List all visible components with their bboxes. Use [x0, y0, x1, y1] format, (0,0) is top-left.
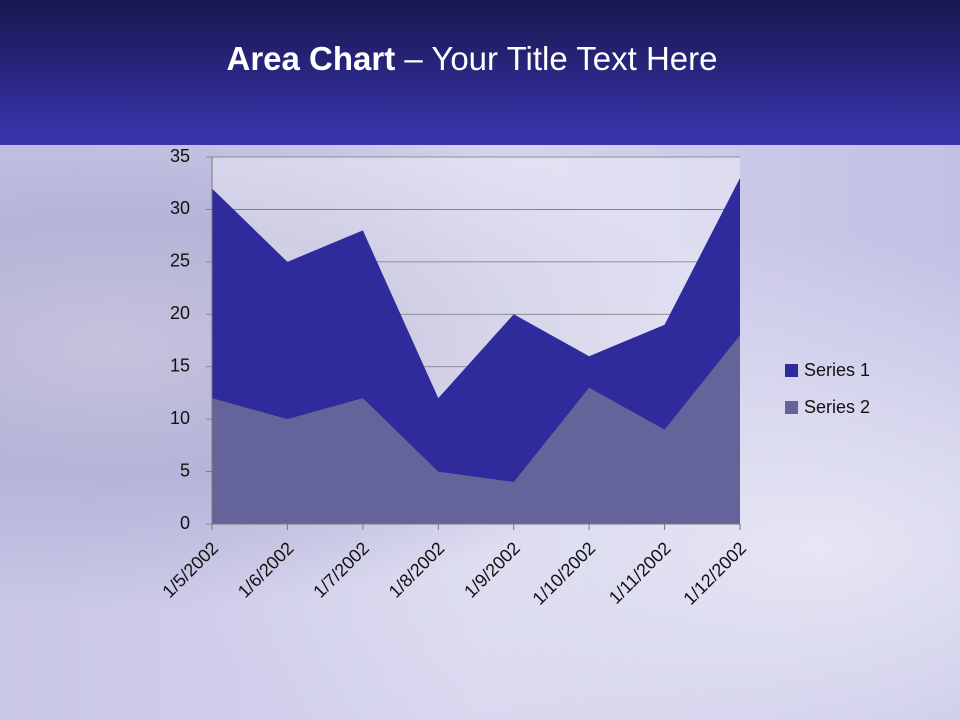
x-tick-label: 1/11/2002 — [605, 538, 675, 608]
x-tick-label: 1/8/2002 — [385, 538, 449, 602]
x-tick-label: 1/10/2002 — [529, 538, 600, 609]
y-tick-label: 20 — [170, 303, 190, 323]
legend-swatch — [785, 364, 798, 377]
y-tick-label: 10 — [170, 408, 190, 428]
y-tick-label: 30 — [170, 198, 190, 218]
header — [0, 0, 960, 145]
legend-label: Series 2 — [804, 397, 870, 417]
y-tick-label: 15 — [170, 355, 190, 375]
slide-title: Area Chart – Your Title Text Here — [0, 40, 944, 78]
x-tick-label: 1/6/2002 — [234, 538, 298, 602]
x-tick-label: 1/5/2002 — [158, 538, 222, 602]
y-tick-label: 35 — [170, 146, 190, 166]
x-tick-label: 1/7/2002 — [309, 538, 373, 602]
y-tick-label: 0 — [180, 513, 190, 533]
title-bold: Area Chart — [226, 40, 396, 77]
x-tick-label: 1/12/2002 — [679, 538, 750, 609]
y-tick-label: 5 — [180, 460, 190, 480]
legend-label: Series 1 — [804, 360, 870, 380]
y-tick-label: 25 — [170, 251, 190, 271]
x-tick-label: 1/9/2002 — [460, 538, 524, 602]
area — [212, 335, 740, 524]
title-rest: – Your Title Text Here — [404, 40, 718, 77]
legend-swatch — [785, 401, 798, 414]
